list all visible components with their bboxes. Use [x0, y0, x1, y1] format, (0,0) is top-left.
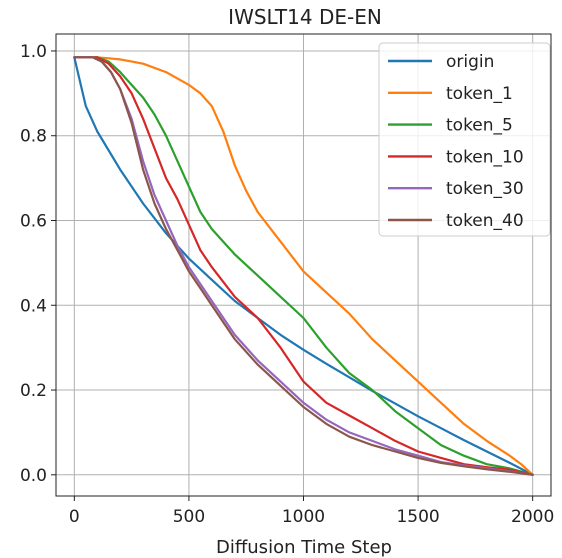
- series-line-origin: [73, 56, 534, 476]
- y-tick-label: 0.0: [20, 466, 47, 486]
- series-line-token_1: [73, 56, 534, 476]
- legend-label-token_30: token_30: [446, 179, 524, 199]
- legend-label-token_10: token_10: [446, 147, 524, 167]
- chart-title: IWSLT14 DE-EN: [228, 5, 382, 29]
- x-tick-label: 0: [69, 507, 80, 527]
- legend-label-token_40: token_40: [446, 211, 524, 231]
- x-tick-label: 500: [173, 507, 205, 527]
- legend-label-origin: origin: [446, 52, 494, 72]
- x-tick-label: 2000: [511, 507, 554, 527]
- y-tick-label: 0.6: [20, 211, 47, 231]
- y-tick-label: 1.0: [20, 42, 47, 62]
- series-line-token_5: [73, 56, 534, 476]
- legend-label-token_5: token_5: [446, 116, 513, 136]
- y-tick-label: 0.4: [20, 296, 47, 316]
- x-tick-label: 1000: [282, 507, 325, 527]
- tick-marks: 0 500 1000 1500 2000 0.0 0.2 0.4 0.6 0.8 1.0: [20, 42, 554, 527]
- series-line-token_10: [73, 56, 534, 476]
- x-tick-label: 1500: [396, 507, 439, 527]
- legend: origin token_1 token_5 token_10 token_30toke…: [378, 42, 551, 237]
- legend-label-token_1: token_1: [446, 84, 513, 104]
- x-axis-label: Diffusion Time Step: [216, 537, 392, 558]
- y-tick-label: 0.8: [20, 127, 47, 147]
- y-tick-label: 0.2: [20, 381, 47, 401]
- series-lines: [73, 56, 534, 476]
- series-line-token_40: [73, 56, 534, 476]
